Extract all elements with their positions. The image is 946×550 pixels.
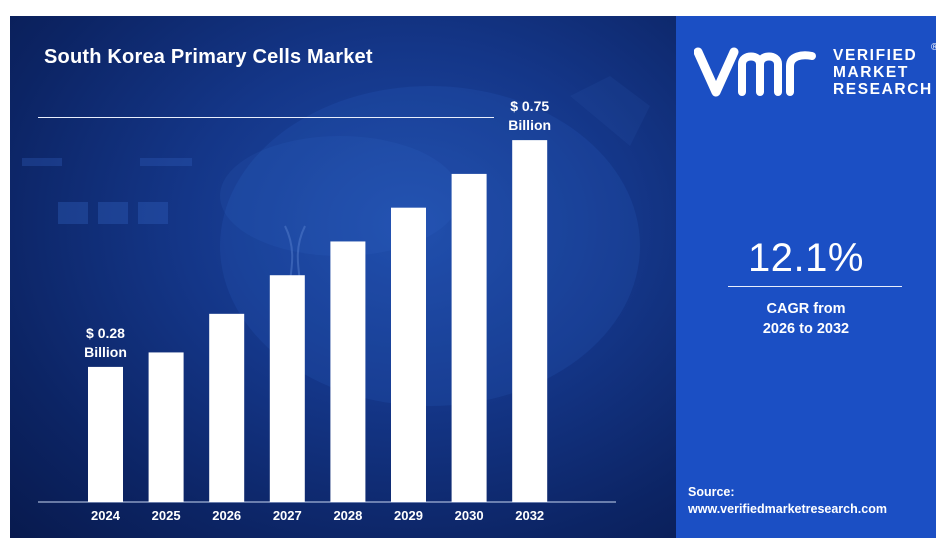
source-note: Source: www.verifiedmarketresearch.com xyxy=(688,484,887,518)
bar-2026 xyxy=(209,313,245,502)
x-tick-label-2027: 2027 xyxy=(273,508,302,523)
data-label-2032-line-1: $ 0.75 xyxy=(510,98,549,114)
data-label-2024-line-1: $ 0.28 xyxy=(86,325,125,341)
summary-panel: VERIFIED MARKET RESEARCH ® 12.1% CAGR fr… xyxy=(676,16,936,538)
registered-mark: ® xyxy=(931,42,936,53)
title-divider xyxy=(38,117,494,118)
x-tick-label-2025: 2025 xyxy=(152,508,181,523)
bar-2025 xyxy=(148,352,184,502)
brand-line-2: MARKET xyxy=(833,64,909,81)
bar-chart: 2024 2025 2026 2027 2028 2029 2030 2032 $ 0.28 B… xyxy=(38,98,616,523)
infographic-card: South Korea Primary Cells Market 2024 202… xyxy=(10,16,936,538)
data-label-2024-line-2: Billion xyxy=(84,344,127,360)
brand-line-3: RESEARCH xyxy=(833,81,933,98)
data-label-2032-line-2: Billion xyxy=(508,117,551,133)
bar-2029 xyxy=(391,207,426,503)
chart-panel: South Korea Primary Cells Market 2024 202… xyxy=(10,16,676,538)
bar-2027 xyxy=(269,275,305,502)
x-tick-label-2026: 2026 xyxy=(212,508,241,523)
bar-2024 xyxy=(88,366,123,502)
x-tick-label-2029: 2029 xyxy=(394,508,423,523)
x-tick-label-2032: 2032 xyxy=(515,508,544,523)
x-tick-label-2030: 2030 xyxy=(455,508,484,523)
cagr-label-line-2: 2026 to 2032 xyxy=(762,321,850,337)
chart-title: South Korea Primary Cells Market xyxy=(44,46,373,68)
vmr-logo-icon xyxy=(694,47,816,97)
cagr-label-line-1: CAGR from xyxy=(766,301,846,317)
bar-2030 xyxy=(451,173,487,502)
x-tick-label-2028: 2028 xyxy=(333,508,362,523)
bar-2032 xyxy=(512,140,548,502)
cagr-label: CAGR from 2026 to 2032 xyxy=(676,299,936,339)
x-tick-label-2024: 2024 xyxy=(91,508,121,523)
source-url: www.verifiedmarketresearch.com xyxy=(688,502,887,516)
verified-market-research-logo: VERIFIED MARKET RESEARCH ® xyxy=(694,42,936,104)
brand-line-1: VERIFIED xyxy=(833,47,918,64)
source-label: Source: xyxy=(688,485,735,499)
bar-2028 xyxy=(330,241,366,502)
cagr-divider xyxy=(728,286,902,287)
cagr-value: 12.1% xyxy=(748,236,864,280)
